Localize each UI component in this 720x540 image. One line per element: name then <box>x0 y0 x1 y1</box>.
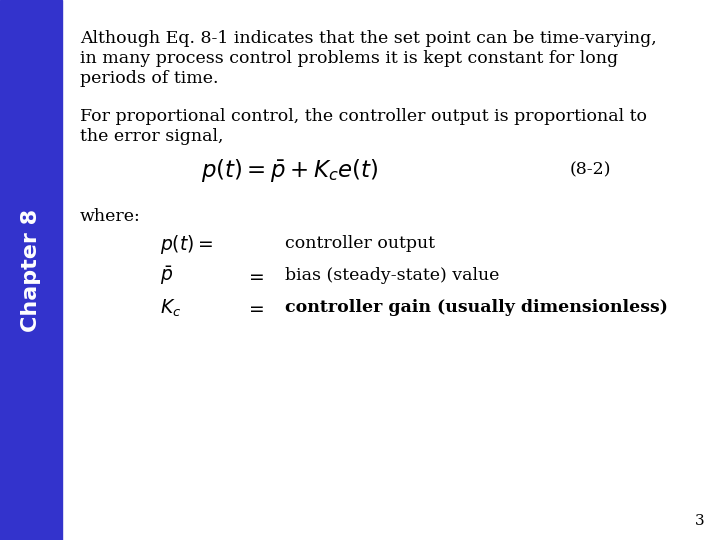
Bar <box>0 0 62 540</box>
Text: the error signal,: the error signal, <box>80 128 223 145</box>
Text: 3: 3 <box>696 514 705 528</box>
Text: bias (steady-state) value: bias (steady-state) value <box>285 267 500 285</box>
Text: in many process control problems it is kept constant for long: in many process control problems it is k… <box>80 50 618 67</box>
Text: $p(t)=\bar{p}+K_{c}e(t)$: $p(t)=\bar{p}+K_{c}e(t)$ <box>202 157 379 184</box>
Text: $p(t)=$: $p(t)=$ <box>160 233 213 255</box>
Text: periods of time.: periods of time. <box>80 70 218 87</box>
Text: (8-2): (8-2) <box>570 161 611 179</box>
Text: Chapter 8: Chapter 8 <box>21 208 41 332</box>
Text: controller output: controller output <box>285 235 435 253</box>
Text: $K_{c}$: $K_{c}$ <box>160 298 181 319</box>
Text: where:: where: <box>80 208 140 225</box>
Text: $=$: $=$ <box>246 267 265 285</box>
Text: For proportional control, the controller output is proportional to: For proportional control, the controller… <box>80 108 647 125</box>
Text: $\bar{p}$: $\bar{p}$ <box>160 265 173 287</box>
Text: controller gain (usually dimensionless): controller gain (usually dimensionless) <box>285 300 668 316</box>
Text: $=$: $=$ <box>246 299 265 317</box>
Text: Although Eq. 8-1 indicates that the set point can be time-varying,: Although Eq. 8-1 indicates that the set … <box>80 30 657 47</box>
